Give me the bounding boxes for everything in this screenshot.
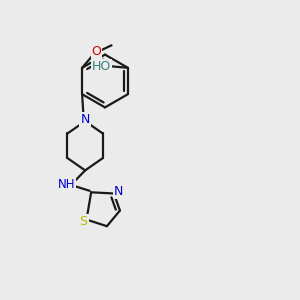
Text: O: O xyxy=(92,45,101,58)
Text: NH: NH xyxy=(58,178,75,191)
Text: HO: HO xyxy=(92,60,111,73)
Text: N: N xyxy=(114,184,123,198)
Text: N: N xyxy=(80,113,90,126)
Text: S: S xyxy=(80,215,88,229)
